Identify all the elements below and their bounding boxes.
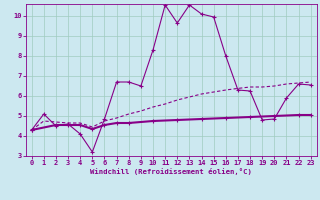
X-axis label: Windchill (Refroidissement éolien,°C): Windchill (Refroidissement éolien,°C) [90, 168, 252, 175]
